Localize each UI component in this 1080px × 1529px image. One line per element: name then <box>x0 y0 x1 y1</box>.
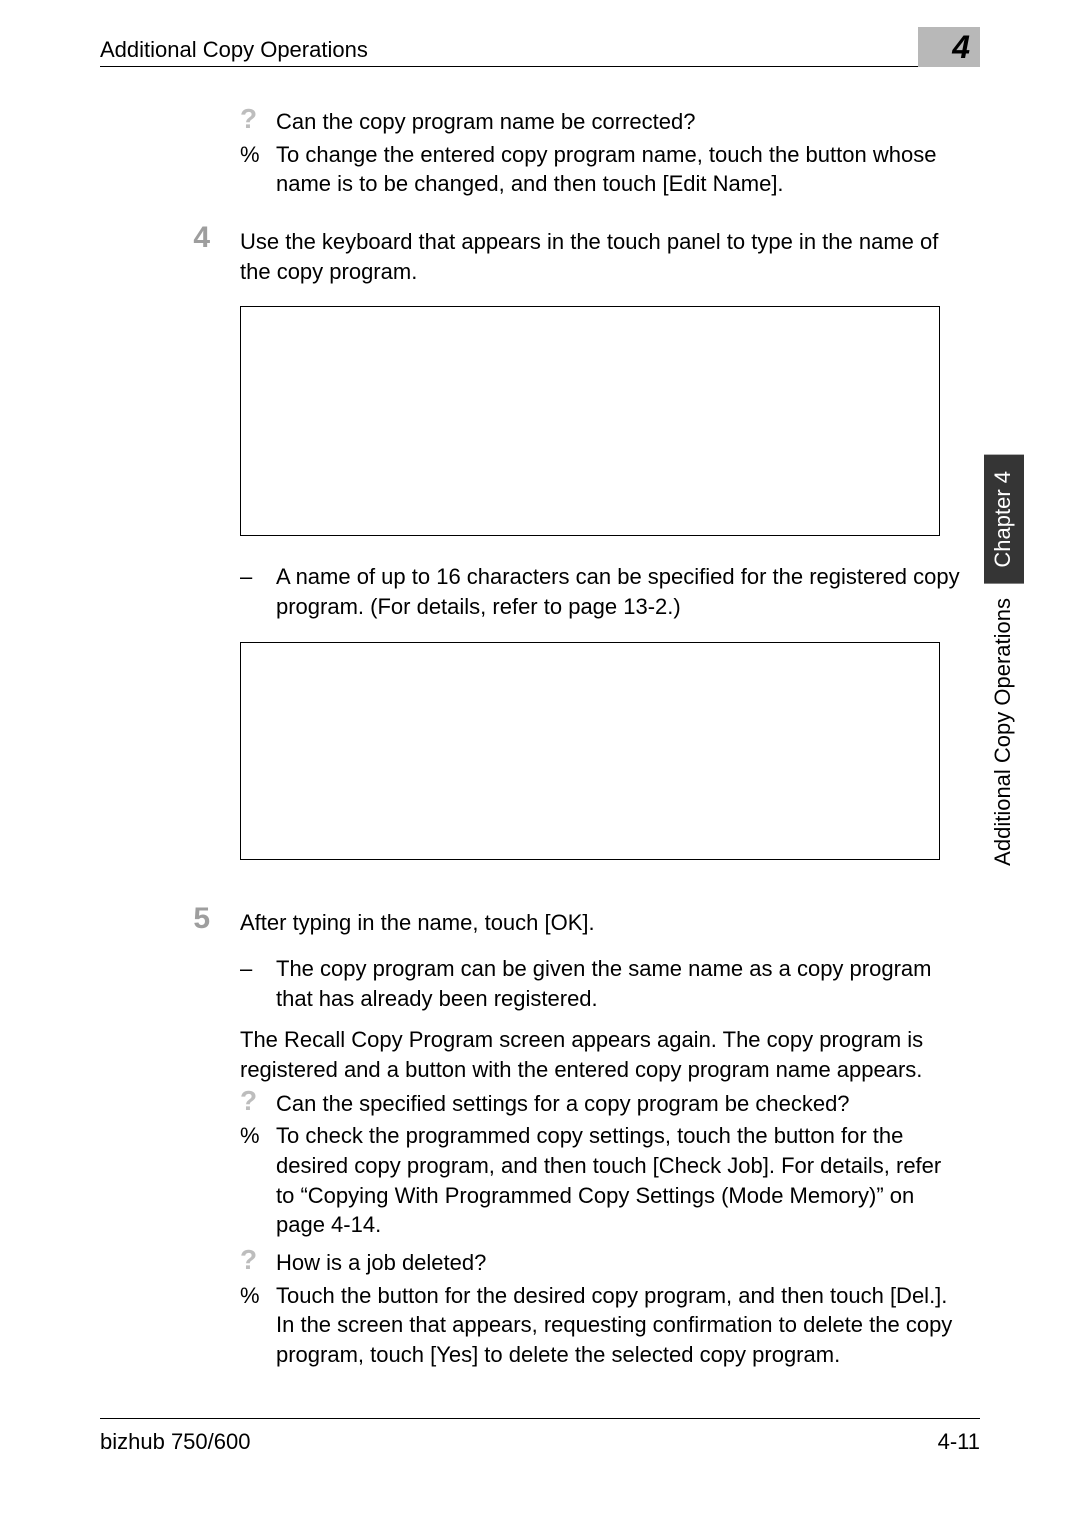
answer-icon: % <box>240 1121 276 1151</box>
question-icon: ? <box>240 1089 276 1120</box>
screenshot-placeholder-2 <box>240 642 940 860</box>
bullet-dash: – <box>240 562 276 621</box>
note-text: A name of up to 16 characters can be spe… <box>276 562 960 621</box>
qa-question-row: ? How is a job deleted? <box>240 1248 960 1279</box>
qa-answer-text: Touch the button for the desired copy pr… <box>276 1281 960 1370</box>
content-area: ? Can the copy program name be corrected… <box>100 107 980 1370</box>
note-5a: – The copy program can be given the same… <box>240 954 960 1013</box>
qa-question-text: Can the copy program name be corrected? <box>276 107 960 137</box>
qa-answer-row: % To check the programmed copy settings,… <box>240 1121 960 1240</box>
qa-block-3: ? How is a job deleted? % Touch the butt… <box>240 1248 960 1370</box>
chapter-chip: 4 <box>918 27 980 67</box>
note-text: The copy program can be given the same n… <box>276 954 960 1013</box>
side-tab-chapter: Chapter 4 <box>984 455 1024 584</box>
qa-answer-text: To check the programmed copy settings, t… <box>276 1121 960 1240</box>
qa-answer-row: % To change the entered copy program nam… <box>240 140 960 199</box>
step-number: 5 <box>100 904 240 934</box>
side-tab-title: Additional Copy Operations <box>984 584 1024 880</box>
chapter-number: 4 <box>952 29 970 66</box>
qa-answer-text: To change the entered copy program name,… <box>276 140 960 199</box>
step-4: 4 Use the keyboard that appears in the t… <box>100 227 980 286</box>
step-number: 4 <box>100 223 240 253</box>
qa-block-1: ? Can the copy program name be corrected… <box>240 107 960 199</box>
answer-icon: % <box>240 140 276 170</box>
paragraph-5: The Recall Copy Program screen appears a… <box>240 1025 960 1084</box>
note-4: – A name of up to 16 characters can be s… <box>240 562 960 621</box>
qa-block-2: ? Can the specified settings for a copy … <box>240 1089 960 1240</box>
step-text: Use the keyboard that appears in the tou… <box>240 227 980 286</box>
side-tab: Chapter 4 Additional Copy Operations <box>984 455 1024 879</box>
qa-answer-row: % Touch the button for the desired copy … <box>240 1281 960 1370</box>
qa-question-row: ? Can the specified settings for a copy … <box>240 1089 960 1120</box>
answer-icon: % <box>240 1281 276 1311</box>
qa-question-text: Can the specified settings for a copy pr… <box>276 1089 960 1119</box>
page-footer: bizhub 750/600 4-11 <box>100 1418 980 1455</box>
header-title: Additional Copy Operations <box>100 37 368 63</box>
step-5: 5 After typing in the name, touch [OK]. <box>100 908 980 938</box>
footer-page-number: 4-11 <box>938 1429 980 1455</box>
question-icon: ? <box>240 1248 276 1279</box>
page-container: Additional Copy Operations 4 ? Can the c… <box>100 35 980 1455</box>
step-text: After typing in the name, touch [OK]. <box>240 908 980 938</box>
qa-question-text: How is a job deleted? <box>276 1248 960 1278</box>
question-icon: ? <box>240 107 276 138</box>
screenshot-placeholder-1 <box>240 306 940 536</box>
qa-question-row: ? Can the copy program name be corrected… <box>240 107 960 138</box>
footer-model: bizhub 750/600 <box>100 1429 250 1455</box>
bullet-dash: – <box>240 954 276 1013</box>
page-header: Additional Copy Operations 4 <box>100 35 980 67</box>
